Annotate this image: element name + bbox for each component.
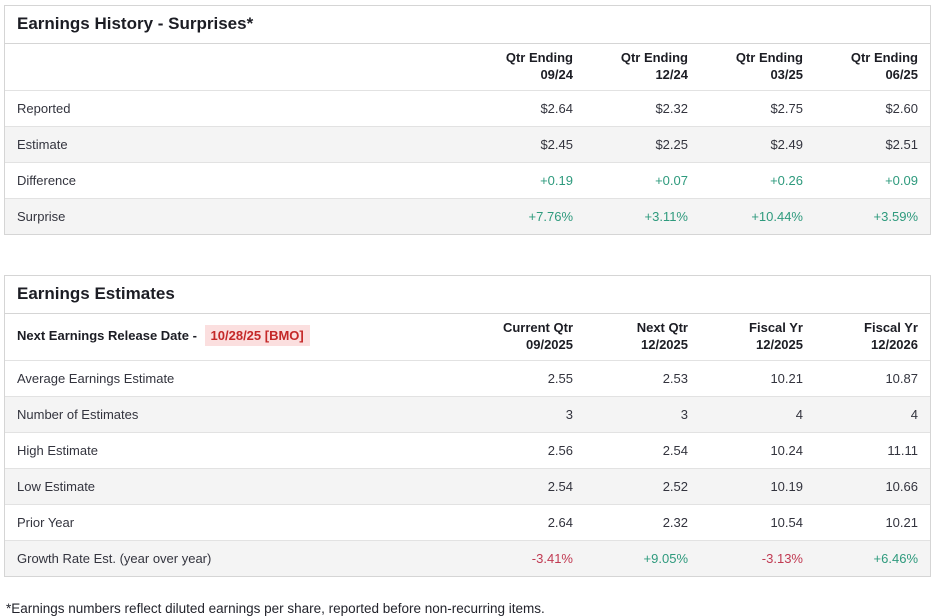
next-earnings-release-date: Next Earnings Release Date - 10/28/25 [B… (5, 313, 470, 361)
earnings-footnote: *Earnings numbers reflect diluted earnin… (6, 600, 545, 616)
estimates-table-title: Earnings Estimates (5, 276, 930, 314)
cell-value: 10.87 (885, 370, 918, 386)
cell-value: 2.53 (662, 370, 688, 386)
row-label: Surprise (17, 208, 66, 224)
cell-value: $2.51 (885, 136, 918, 152)
table-row-high-estimate: High Estimate 2.56 2.54 10.24 11.11 (5, 432, 930, 469)
column-header-line2: 03/25 (770, 66, 803, 82)
column-header: Fiscal Yr 12/2026 (815, 313, 930, 361)
column-header-line2: 12/2025 (756, 336, 803, 352)
row-label: Prior Year (17, 514, 75, 530)
cell-value: $2.60 (885, 100, 918, 116)
column-header-line1: Qtr Ending (505, 50, 573, 65)
table-row-low-estimate: Low Estimate 2.54 2.52 10.19 10.66 (5, 468, 930, 505)
column-header-line2: 12/24 (655, 66, 688, 82)
cell-value: 3 (565, 406, 573, 422)
cell-value: 3 (680, 406, 688, 422)
table-row-growth-rate-est: Growth Rate Est. (year over year) -3.41%… (5, 540, 930, 576)
column-header: Qtr Ending 03/25 (700, 44, 815, 91)
cell-value: +0.26 (770, 172, 803, 188)
row-label: Number of Estimates (17, 406, 139, 422)
cell-value: 10.66 (885, 478, 918, 494)
cell-value: 2.55 (547, 370, 573, 386)
surprises-header-row: Qtr Ending 09/24 Qtr Ending 12/24 Qtr En… (5, 44, 930, 91)
table-row-prior-year: Prior Year 2.64 2.32 10.54 10.21 (5, 504, 930, 541)
row-label: Difference (17, 172, 77, 188)
cell-value: +0.19 (540, 172, 573, 188)
row-label: Growth Rate Est. (year over year) (17, 550, 212, 566)
cell-value: +7.76% (528, 208, 573, 224)
cell-value: +0.07 (655, 172, 688, 188)
earnings-estimates-card: Earnings Estimates Next Earnings Release… (4, 274, 931, 577)
column-header: Qtr Ending 06/25 (815, 44, 930, 91)
column-header-line1: Qtr Ending (620, 50, 688, 65)
column-header-line1: Qtr Ending (735, 50, 803, 65)
cell-value: 4 (795, 406, 803, 422)
table-row-average-earnings-estimate: Average Earnings Estimate 2.55 2.53 10.2… (5, 360, 930, 397)
cell-value: +0.09 (885, 172, 918, 188)
cell-value: 2.52 (662, 478, 688, 494)
corner-cell (5, 44, 470, 91)
cell-value: 2.32 (662, 514, 688, 530)
cell-value: 10.19 (770, 478, 803, 494)
cell-value: $2.64 (540, 100, 573, 116)
column-header: Qtr Ending 09/24 (470, 44, 585, 91)
cell-value: 2.56 (547, 442, 573, 458)
row-label: Average Earnings Estimate (17, 370, 175, 386)
cell-value: 11.11 (887, 442, 918, 458)
column-header: Current Qtr 09/2025 (470, 313, 585, 361)
cell-value: $2.25 (655, 136, 688, 152)
column-header-line2: 09/24 (540, 66, 573, 82)
row-label: Low Estimate (17, 478, 96, 494)
table-row-surprise: Surprise +7.76% +3.11% +10.44% +3.59% (5, 198, 930, 234)
table-row-number-of-estimates: Number of Estimates 3 3 4 4 (5, 396, 930, 433)
earnings-history-surprises-card: Earnings History - Surprises* Qtr Ending… (4, 5, 931, 235)
cell-value: 10.21 (770, 370, 803, 386)
cell-value: +9.05% (643, 550, 688, 566)
cell-value: 2.54 (547, 478, 573, 494)
cell-value: 2.64 (547, 514, 573, 530)
table-row-reported: Reported $2.64 $2.32 $2.75 $2.60 (5, 90, 930, 127)
cell-value: $2.32 (655, 100, 688, 116)
cell-value: 10.21 (885, 514, 918, 530)
cell-value: $2.49 (770, 136, 803, 152)
cell-value: 2.54 (662, 442, 688, 458)
release-date-label: Next Earnings Release Date - (17, 328, 197, 344)
row-label: Estimate (17, 136, 68, 152)
table-row-estimate: Estimate $2.45 $2.25 $2.49 $2.51 (5, 126, 930, 163)
column-header-line1: Fiscal Yr (749, 319, 803, 335)
cell-value: +3.59% (873, 208, 918, 224)
column-header-line2: 09/2025 (526, 336, 573, 352)
release-date-badge: 10/28/25 [BMO] (204, 325, 310, 347)
column-header: Fiscal Yr 12/2025 (700, 313, 815, 361)
cell-value: +3.11% (644, 208, 689, 224)
estimates-header-row: Next Earnings Release Date - 10/28/25 [B… (5, 313, 930, 361)
estimates-table: Next Earnings Release Date - 10/28/25 [B… (5, 313, 930, 576)
cell-value: +6.46% (873, 550, 918, 566)
column-header-line2: 12/2025 (641, 336, 688, 352)
column-header-line1: Next Qtr (636, 319, 688, 335)
column-header-line2: 06/25 (885, 66, 918, 82)
cell-value: $2.45 (540, 136, 573, 152)
surprises-table-title: Earnings History - Surprises* (5, 6, 930, 44)
column-header-line2: 12/2026 (871, 336, 918, 352)
cell-value: 4 (910, 406, 918, 422)
surprises-table: Qtr Ending 09/24 Qtr Ending 12/24 Qtr En… (5, 44, 930, 234)
column-header-line1: Fiscal Yr (864, 319, 918, 335)
table-row-difference: Difference +0.19 +0.07 +0.26 +0.09 (5, 162, 930, 199)
column-header: Qtr Ending 12/24 (585, 44, 700, 91)
column-header-line1: Current Qtr (502, 319, 573, 335)
cell-value: 10.54 (770, 514, 803, 530)
cell-value: -3.41% (531, 550, 573, 566)
column-header-line1: Qtr Ending (850, 50, 918, 65)
row-label: High Estimate (17, 442, 98, 458)
column-header: Next Qtr 12/2025 (585, 313, 700, 361)
cell-value: +10.44% (751, 208, 803, 224)
cell-value: -3.13% (761, 550, 803, 566)
cell-value: 10.24 (770, 442, 803, 458)
row-label: Reported (17, 100, 71, 116)
cell-value: $2.75 (770, 100, 803, 116)
